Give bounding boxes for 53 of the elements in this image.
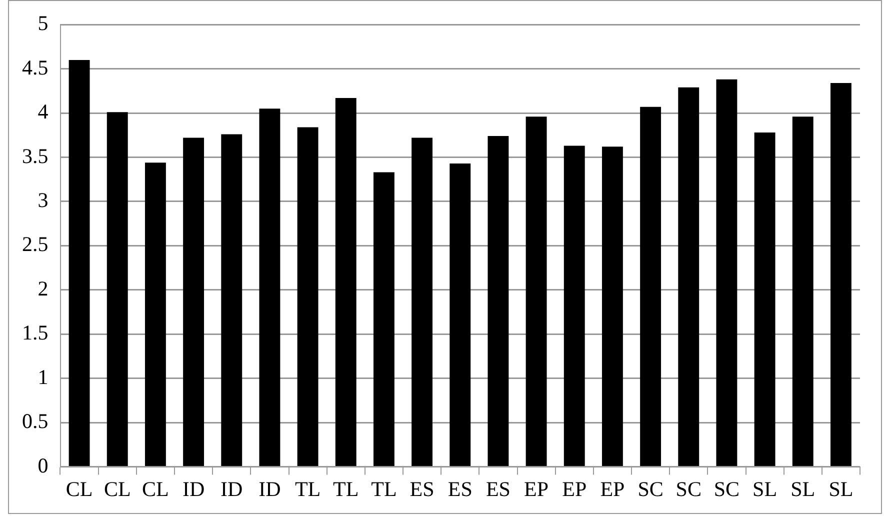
bar bbox=[183, 138, 204, 466]
bar bbox=[259, 108, 280, 466]
bar bbox=[564, 146, 585, 466]
x-tick-label: EP bbox=[600, 476, 625, 501]
bar bbox=[335, 98, 356, 466]
x-tick-label: ES bbox=[486, 476, 510, 501]
x-tick-label: ID bbox=[220, 476, 243, 501]
bar bbox=[678, 87, 700, 466]
bar bbox=[792, 116, 814, 466]
x-tick-label: SC bbox=[676, 476, 702, 501]
x-tick-label: EP bbox=[524, 476, 549, 501]
y-tick-label: 0.5 bbox=[22, 409, 48, 434]
y-tick-label: 2.5 bbox=[22, 232, 48, 256]
y-tick-label: 5 bbox=[38, 11, 48, 36]
x-tick-label: ID bbox=[258, 476, 281, 501]
y-tick-label: 0 bbox=[38, 453, 48, 478]
bar bbox=[830, 82, 852, 466]
bar bbox=[488, 136, 509, 466]
x-tick-label: SC bbox=[638, 476, 664, 501]
y-tick-label: 2 bbox=[38, 276, 48, 300]
x-tick-label: CL bbox=[142, 476, 169, 501]
y-tick-label: 4 bbox=[38, 100, 49, 124]
x-tick-label: CL bbox=[66, 476, 93, 501]
x-tick-label: SL bbox=[828, 476, 854, 501]
bar bbox=[106, 112, 128, 466]
x-tick-label: CL bbox=[104, 476, 131, 501]
bar bbox=[526, 116, 547, 466]
x-tick-label: TL bbox=[294, 476, 321, 501]
bar bbox=[412, 138, 433, 466]
x-tick-label: ID bbox=[182, 476, 205, 501]
bar bbox=[297, 127, 318, 466]
y-tick-label: 1.5 bbox=[22, 320, 48, 345]
bar bbox=[754, 132, 776, 466]
x-tick-label: ES bbox=[410, 476, 434, 501]
bar bbox=[640, 106, 662, 466]
bar bbox=[68, 60, 90, 466]
y-tick-label: 3.5 bbox=[22, 144, 48, 168]
y-tick-label: 3 bbox=[38, 188, 48, 212]
x-tick-label: SL bbox=[752, 476, 778, 501]
bar bbox=[373, 172, 394, 466]
bar bbox=[602, 146, 623, 466]
x-tick-label: SL bbox=[790, 476, 816, 501]
x-tick-label: SC bbox=[714, 476, 740, 501]
x-tick-label: TL bbox=[333, 476, 359, 501]
bar bbox=[716, 79, 738, 466]
x-tick-label: TL bbox=[371, 476, 397, 501]
y-tick-label: 4.5 bbox=[22, 55, 48, 80]
bar bbox=[450, 163, 471, 466]
bar bbox=[144, 162, 166, 466]
bar bbox=[221, 134, 242, 466]
x-tick-label: ES bbox=[448, 476, 472, 501]
y-tick-label: 1 bbox=[38, 364, 48, 389]
x-tick-label: EP bbox=[562, 476, 587, 501]
